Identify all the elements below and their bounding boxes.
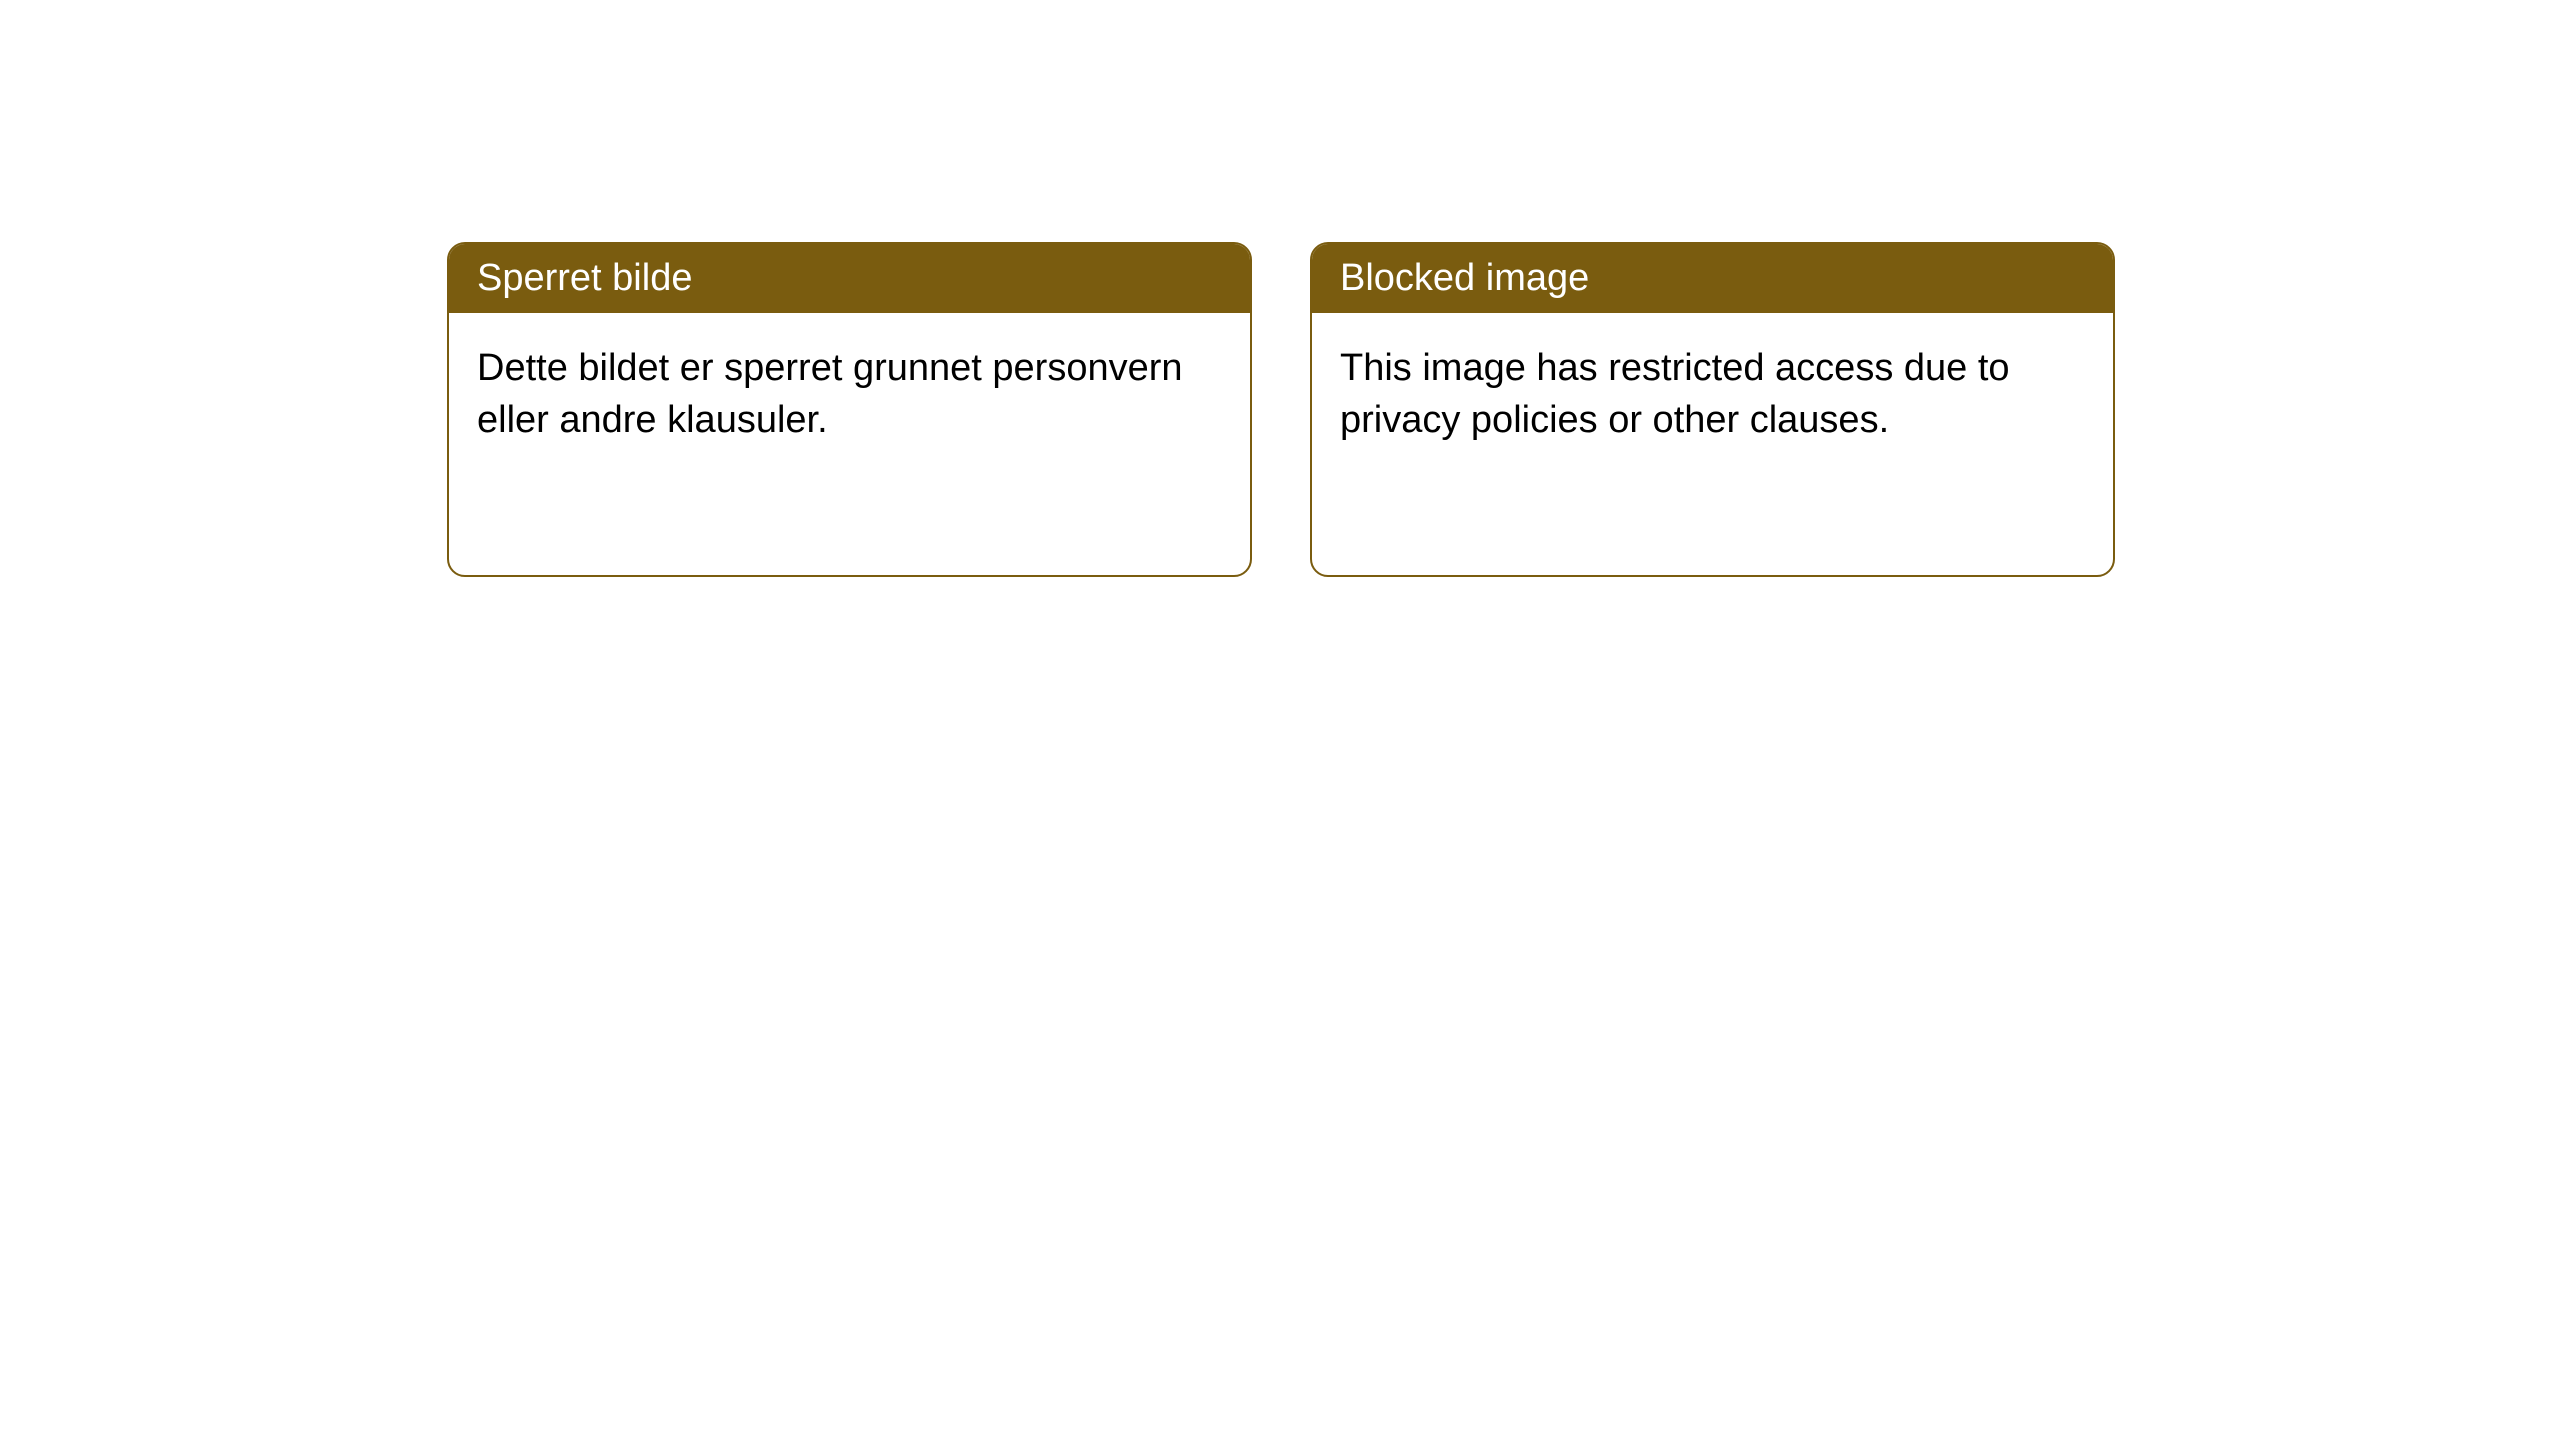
notice-container: Sperret bilde Dette bildet er sperret gr…	[0, 0, 2560, 577]
notice-title: Blocked image	[1312, 244, 2113, 313]
notice-body: Dette bildet er sperret grunnet personve…	[449, 313, 1250, 476]
notice-title: Sperret bilde	[449, 244, 1250, 313]
notice-body: This image has restricted access due to …	[1312, 313, 2113, 476]
notice-card-norwegian: Sperret bilde Dette bildet er sperret gr…	[447, 242, 1252, 577]
notice-card-english: Blocked image This image has restricted …	[1310, 242, 2115, 577]
